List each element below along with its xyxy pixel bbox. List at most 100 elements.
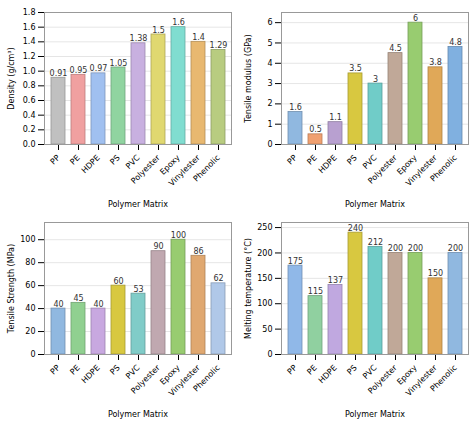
svg-text:Polyester: Polyester bbox=[366, 153, 399, 186]
svg-text:Polymer Matrix: Polymer Matrix bbox=[345, 410, 405, 419]
svg-text:0.8: 0.8 bbox=[23, 81, 36, 90]
svg-text:1.5: 1.5 bbox=[152, 26, 165, 35]
svg-text:HDPE: HDPE bbox=[317, 363, 339, 385]
svg-text:PS: PS bbox=[108, 363, 121, 376]
svg-text:PE: PE bbox=[305, 153, 318, 166]
svg-text:250: 250 bbox=[257, 223, 272, 232]
svg-text:Phenolic: Phenolic bbox=[429, 363, 459, 393]
svg-text:HDPE: HDPE bbox=[80, 363, 102, 385]
svg-text:212: 212 bbox=[368, 238, 383, 247]
svg-text:Melting temperature (°C): Melting temperature (°C) bbox=[244, 238, 253, 339]
svg-text:Vinylester: Vinylester bbox=[167, 363, 202, 398]
svg-text:1.2: 1.2 bbox=[23, 52, 36, 61]
svg-text:Polymer Matrix: Polymer Matrix bbox=[108, 410, 168, 419]
svg-text:Polyester: Polyester bbox=[129, 153, 162, 186]
svg-text:1.6: 1.6 bbox=[23, 23, 36, 32]
svg-text:0: 0 bbox=[267, 350, 272, 359]
svg-text:Polymer Matrix: Polymer Matrix bbox=[108, 200, 168, 209]
svg-text:115: 115 bbox=[308, 287, 323, 296]
svg-text:PE: PE bbox=[68, 153, 81, 166]
svg-text:200: 200 bbox=[388, 244, 403, 253]
svg-text:3.5: 3.5 bbox=[349, 64, 362, 73]
svg-text:0.0: 0.0 bbox=[23, 140, 36, 149]
svg-text:Polyester: Polyester bbox=[129, 363, 162, 396]
svg-text:90: 90 bbox=[153, 242, 163, 251]
svg-text:60: 60 bbox=[113, 277, 123, 286]
svg-text:Vinylester: Vinylester bbox=[404, 153, 439, 188]
svg-text:100: 100 bbox=[20, 235, 35, 244]
svg-text:PE: PE bbox=[305, 363, 318, 376]
svg-text:45: 45 bbox=[73, 294, 83, 303]
svg-text:4.8: 4.8 bbox=[449, 38, 462, 47]
svg-text:240: 240 bbox=[348, 224, 363, 233]
svg-text:Vinylester: Vinylester bbox=[167, 153, 202, 188]
svg-text:50: 50 bbox=[262, 325, 272, 334]
svg-text:5: 5 bbox=[267, 39, 272, 48]
svg-text:6: 6 bbox=[413, 14, 418, 23]
svg-text:80: 80 bbox=[25, 258, 35, 267]
svg-text:53: 53 bbox=[133, 285, 143, 294]
svg-text:0.5: 0.5 bbox=[309, 125, 322, 134]
svg-text:4: 4 bbox=[267, 59, 272, 68]
svg-text:137: 137 bbox=[328, 276, 343, 285]
svg-text:1.4: 1.4 bbox=[192, 33, 205, 42]
svg-text:1.0: 1.0 bbox=[23, 67, 36, 76]
svg-text:1.05: 1.05 bbox=[110, 59, 128, 68]
svg-text:200: 200 bbox=[408, 244, 423, 253]
svg-text:3.8: 3.8 bbox=[429, 58, 442, 67]
svg-text:Phenolic: Phenolic bbox=[192, 153, 222, 183]
svg-text:1.38: 1.38 bbox=[130, 34, 148, 43]
svg-text:Tensile Strength (MPa): Tensile Strength (MPa) bbox=[7, 244, 16, 334]
svg-text:PP: PP bbox=[49, 153, 62, 166]
svg-text:Phenolic: Phenolic bbox=[192, 363, 222, 393]
svg-text:HDPE: HDPE bbox=[317, 153, 339, 175]
svg-text:0.91: 0.91 bbox=[50, 69, 68, 78]
svg-text:Polymer Matrix: Polymer Matrix bbox=[345, 200, 405, 209]
svg-text:4.5: 4.5 bbox=[389, 44, 402, 53]
svg-text:1.29: 1.29 bbox=[210, 41, 228, 50]
svg-text:1.4: 1.4 bbox=[23, 37, 36, 46]
svg-text:62: 62 bbox=[213, 274, 223, 283]
svg-text:40: 40 bbox=[53, 300, 63, 309]
svg-text:HDPE: HDPE bbox=[80, 153, 102, 175]
svg-text:2: 2 bbox=[267, 99, 272, 108]
svg-text:150: 150 bbox=[257, 274, 272, 283]
svg-text:PE: PE bbox=[68, 363, 81, 376]
svg-text:1.1: 1.1 bbox=[329, 113, 342, 122]
svg-text:Density (g/cm³): Density (g/cm³) bbox=[7, 47, 16, 109]
svg-text:20: 20 bbox=[25, 327, 35, 336]
svg-text:40: 40 bbox=[93, 300, 103, 309]
svg-text:Tensile modulus (GPa): Tensile modulus (GPa) bbox=[244, 34, 253, 123]
svg-text:86: 86 bbox=[193, 247, 203, 256]
svg-text:3: 3 bbox=[267, 79, 272, 88]
svg-text:Phenolic: Phenolic bbox=[429, 153, 459, 183]
svg-text:1.8: 1.8 bbox=[23, 8, 36, 17]
svg-text:200: 200 bbox=[448, 244, 463, 253]
svg-text:PS: PS bbox=[345, 153, 358, 166]
svg-text:1.6: 1.6 bbox=[172, 18, 185, 27]
svg-text:Polyester: Polyester bbox=[366, 363, 399, 396]
svg-text:0: 0 bbox=[267, 140, 272, 149]
svg-text:PP: PP bbox=[49, 363, 62, 376]
svg-text:100: 100 bbox=[257, 299, 272, 308]
svg-text:0.97: 0.97 bbox=[90, 64, 108, 73]
svg-text:0.4: 0.4 bbox=[23, 111, 36, 120]
svg-text:PP: PP bbox=[286, 363, 299, 376]
svg-text:40: 40 bbox=[25, 304, 35, 313]
svg-text:0.95: 0.95 bbox=[70, 66, 88, 75]
svg-text:1: 1 bbox=[267, 120, 272, 129]
svg-text:0.6: 0.6 bbox=[23, 96, 36, 105]
svg-text:6: 6 bbox=[267, 18, 272, 27]
svg-text:PS: PS bbox=[345, 363, 358, 376]
svg-text:100: 100 bbox=[171, 231, 186, 240]
svg-text:PS: PS bbox=[108, 153, 121, 166]
svg-text:0: 0 bbox=[30, 350, 35, 359]
svg-text:200: 200 bbox=[257, 249, 272, 258]
svg-text:60: 60 bbox=[25, 281, 35, 290]
svg-text:3: 3 bbox=[373, 75, 378, 84]
svg-text:1.6: 1.6 bbox=[289, 103, 302, 112]
svg-text:0.2: 0.2 bbox=[23, 125, 36, 134]
svg-text:175: 175 bbox=[288, 257, 303, 266]
svg-text:PP: PP bbox=[286, 153, 299, 166]
svg-text:150: 150 bbox=[428, 269, 443, 278]
